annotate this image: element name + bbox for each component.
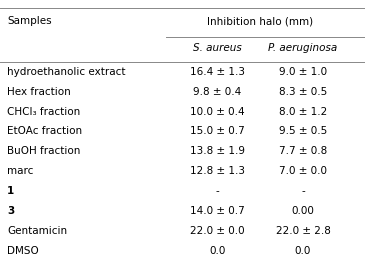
Text: 0.0: 0.0 xyxy=(209,246,225,256)
Text: 9.0 ± 1.0: 9.0 ± 1.0 xyxy=(279,67,327,77)
Text: 8.3 ± 0.5: 8.3 ± 0.5 xyxy=(279,87,327,97)
Text: 0.0: 0.0 xyxy=(295,246,311,256)
Text: 14.0 ± 0.7: 14.0 ± 0.7 xyxy=(190,206,245,216)
Text: 12.8 ± 1.3: 12.8 ± 1.3 xyxy=(190,166,245,176)
Text: Samples: Samples xyxy=(7,16,52,26)
Text: CHCl₃ fraction: CHCl₃ fraction xyxy=(7,107,81,117)
Text: 13.8 ± 1.9: 13.8 ± 1.9 xyxy=(190,146,245,156)
Text: Gentamicin: Gentamicin xyxy=(7,226,68,236)
Text: 16.4 ± 1.3: 16.4 ± 1.3 xyxy=(190,67,245,77)
Text: EtOAc fraction: EtOAc fraction xyxy=(7,126,82,136)
Text: P. aeruginosa: P. aeruginosa xyxy=(268,43,338,53)
Text: marc: marc xyxy=(7,166,34,176)
Text: -: - xyxy=(215,186,219,196)
Text: 10.0 ± 0.4: 10.0 ± 0.4 xyxy=(190,107,245,117)
Text: 3: 3 xyxy=(7,206,15,216)
Text: 0.00: 0.00 xyxy=(292,206,314,216)
Text: 8.0 ± 1.2: 8.0 ± 1.2 xyxy=(279,107,327,117)
Text: 22.0 ± 2.8: 22.0 ± 2.8 xyxy=(276,226,330,236)
Text: 7.7 ± 0.8: 7.7 ± 0.8 xyxy=(279,146,327,156)
Text: hydroethanolic extract: hydroethanolic extract xyxy=(7,67,126,77)
Text: 1: 1 xyxy=(7,186,15,196)
Text: 7.0 ± 0.0: 7.0 ± 0.0 xyxy=(279,166,327,176)
Text: 9.5 ± 0.5: 9.5 ± 0.5 xyxy=(279,126,327,136)
Text: -: - xyxy=(301,186,305,196)
Text: 9.8 ± 0.4: 9.8 ± 0.4 xyxy=(193,87,241,97)
Text: 22.0 ± 0.0: 22.0 ± 0.0 xyxy=(190,226,245,236)
Text: 15.0 ± 0.7: 15.0 ± 0.7 xyxy=(190,126,245,136)
Text: S. aureus: S. aureus xyxy=(193,43,242,53)
Text: Hex fraction: Hex fraction xyxy=(7,87,71,97)
Text: DMSO: DMSO xyxy=(7,246,39,256)
Text: Inhibition halo (mm): Inhibition halo (mm) xyxy=(207,16,313,26)
Text: BuOH fraction: BuOH fraction xyxy=(7,146,81,156)
